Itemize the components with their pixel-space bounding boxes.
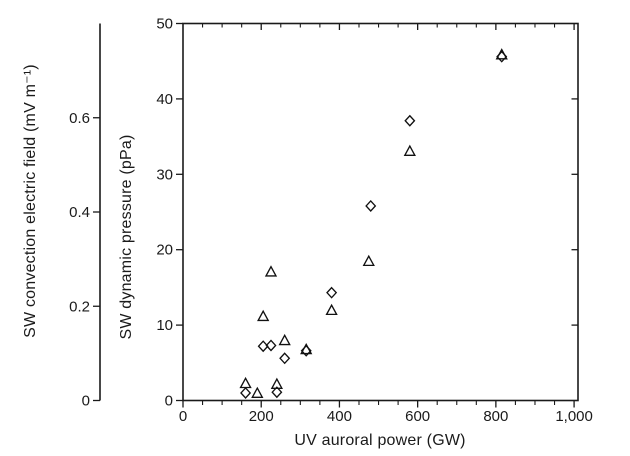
triangle-marker — [251, 386, 264, 398]
y-outer-tick-label: 0.2 — [69, 298, 90, 315]
y-outer-tick-label: 0 — [82, 393, 90, 410]
x-tick-label: 800 — [483, 408, 508, 425]
y-inner-tick-label: 40 — [156, 91, 173, 108]
diamond-marker — [240, 386, 252, 399]
y-inner-tick-label: 0 — [165, 393, 173, 410]
y-inner-tick-label: 20 — [156, 242, 173, 259]
triangle-marker — [239, 376, 252, 389]
y-axis-inner-title: SW dynamic pressure (pPa) — [118, 134, 135, 340]
plot-box — [182, 22, 579, 402]
triangle-marker — [270, 377, 283, 389]
triangle-marker — [278, 333, 291, 346]
y-outer-tick-label: 0.4 — [69, 204, 90, 221]
triangle-marker — [257, 309, 270, 322]
diamond-marker — [271, 386, 283, 399]
diamond-marker — [257, 340, 269, 353]
y-axis-outer-title: SW convection electric field (mV m⁻¹) — [22, 64, 39, 338]
triangle-marker — [495, 48, 508, 60]
y-outer-tick-label: 0.6 — [69, 110, 90, 127]
triangle-marker — [403, 144, 416, 156]
x-axis-title: UV auroral power (GW) — [294, 432, 466, 449]
x-tick-label: 1,000 — [555, 408, 593, 425]
x-tick-label: 0 — [179, 408, 187, 425]
x-tick-label: 200 — [249, 408, 274, 425]
triangle-marker — [264, 265, 278, 277]
diamond-marker — [326, 286, 338, 299]
y-inner-tick-label: 50 — [156, 16, 173, 33]
triangle-marker — [300, 342, 313, 355]
x-tick-label: 600 — [405, 408, 430, 425]
y-inner-tick-label: 10 — [156, 317, 173, 334]
triangle-marker — [325, 303, 338, 316]
y-inner-tick-label: 30 — [156, 166, 173, 183]
diamond-marker — [365, 199, 377, 212]
diamond-marker — [404, 114, 416, 127]
diamond-marker — [265, 339, 277, 352]
triangle-marker — [362, 254, 375, 267]
x-tick-label: 400 — [327, 408, 352, 425]
diamond-marker — [279, 352, 291, 365]
